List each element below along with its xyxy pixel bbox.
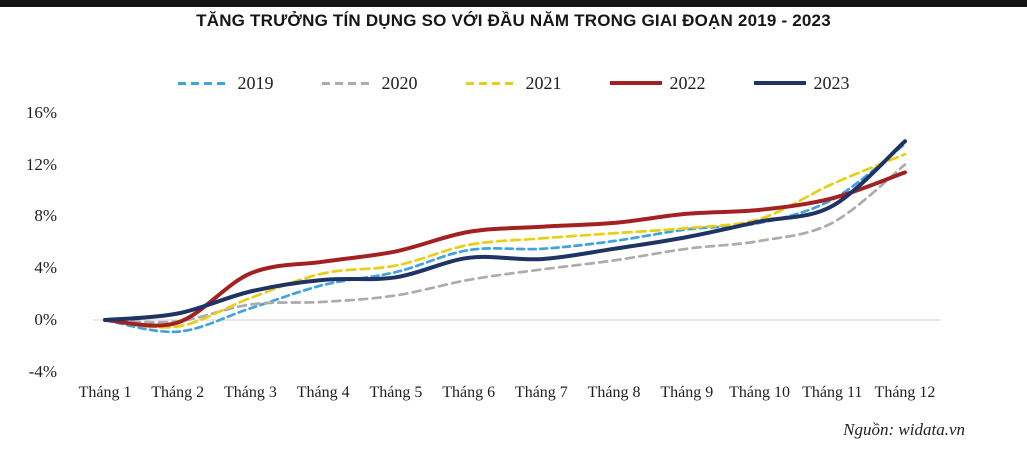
y-tick-label-12%: 12% — [25, 154, 57, 174]
x-tick-label-month-2: Tháng 2 — [151, 384, 205, 401]
legend-label-2021: 2021 — [525, 73, 562, 93]
legend-item-2019: 2019 — [177, 73, 274, 93]
series-line-2019 — [103, 142, 907, 334]
x-tick-label-month-11: Tháng 11 — [802, 384, 863, 401]
x-tick-label-month-9: Tháng 9 — [660, 384, 714, 401]
source-caption: Nguồn: widata.vn — [843, 420, 965, 439]
series-line-2022 — [103, 170, 907, 328]
legend-item-2022: 2022 — [609, 73, 706, 93]
legend-swatch-2022-solid-line-icon — [609, 81, 662, 85]
legend-item-2021: 2021 — [465, 73, 562, 93]
y-tick-label-4%: 4% — [34, 258, 57, 278]
legend-swatch-2023-solid-line-icon — [753, 81, 806, 85]
x-tick-label-month-12: Tháng 12 — [874, 384, 936, 401]
chart-legend: 2019 2020 2021 2022 2023 — [0, 71, 1027, 95]
x-tick-label-month-1: Tháng 1 — [78, 384, 132, 401]
x-tick-label-month-8: Tháng 8 — [587, 384, 641, 401]
top-border-rule — [0, 0, 1027, 7]
x-tick-label-month-3: Tháng 3 — [224, 384, 277, 401]
x-tick-label-month-10: Tháng 10 — [729, 384, 790, 401]
legend-swatch-2020-dashed-line-icon — [321, 81, 374, 85]
legend-label-2023: 2023 — [813, 73, 850, 93]
series-line-2021 — [103, 152, 907, 329]
series-line-2020 — [103, 163, 907, 324]
y-tick-label-16%: 16% — [25, 102, 57, 122]
legend-label-2019: 2019 — [237, 73, 274, 93]
legend-swatch-2021-dashed-line-icon — [465, 81, 518, 85]
x-tick-label-month-5: Tháng 5 — [369, 384, 423, 401]
legend-label-2020: 2020 — [381, 73, 418, 93]
legend-item-2020: 2020 — [321, 73, 418, 93]
y-tick-label--4%: -4% — [28, 361, 57, 381]
y-tick-label-8%: 8% — [34, 206, 57, 226]
legend-item-2023: 2023 — [753, 73, 850, 93]
chart-title: TĂNG TRƯỞNG TÍN DỤNG SO VỚI ĐẦU NĂM TRON… — [196, 11, 831, 30]
x-tick-label-month-4: Tháng 4 — [296, 384, 350, 401]
series-line-2023 — [103, 139, 907, 322]
x-tick-label-month-6: Tháng 6 — [442, 384, 496, 401]
x-tick-label-month-7: Tháng 7 — [514, 384, 568, 401]
legend-swatch-2019-dashed-line-icon — [177, 81, 230, 85]
y-tick-label-0%: 0% — [34, 310, 57, 329]
legend-label-2022: 2022 — [669, 73, 706, 93]
